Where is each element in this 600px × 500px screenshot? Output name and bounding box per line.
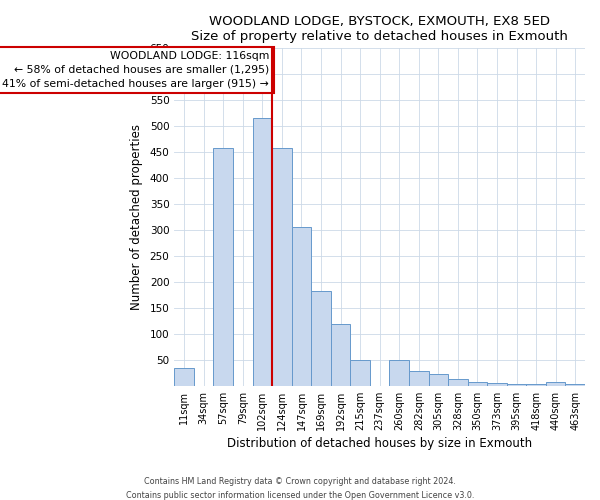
Bar <box>526 384 546 386</box>
Bar <box>507 384 526 386</box>
X-axis label: Distribution of detached houses by size in Exmouth: Distribution of detached houses by size … <box>227 437 532 450</box>
Bar <box>565 384 585 386</box>
Bar <box>487 383 507 386</box>
Bar <box>175 368 194 386</box>
Bar <box>292 228 311 386</box>
Bar <box>331 324 350 386</box>
Bar <box>311 291 331 386</box>
Bar <box>428 374 448 386</box>
Y-axis label: Number of detached properties: Number of detached properties <box>130 124 143 310</box>
Title: WOODLAND LODGE, BYSTOCK, EXMOUTH, EX8 5ED
Size of property relative to detached : WOODLAND LODGE, BYSTOCK, EXMOUTH, EX8 5E… <box>191 15 568 43</box>
Bar <box>448 379 467 386</box>
Bar <box>350 360 370 386</box>
Bar <box>272 148 292 386</box>
Bar <box>546 382 565 386</box>
Bar <box>389 360 409 386</box>
Bar <box>253 118 272 386</box>
Bar <box>409 372 428 386</box>
Text: WOODLAND LODGE: 116sqm
← 58% of detached houses are smaller (1,295)
41% of semi-: WOODLAND LODGE: 116sqm ← 58% of detached… <box>2 51 269 89</box>
Bar <box>214 148 233 386</box>
Text: Contains HM Land Registry data © Crown copyright and database right 2024.
Contai: Contains HM Land Registry data © Crown c… <box>126 478 474 500</box>
Bar <box>467 382 487 386</box>
